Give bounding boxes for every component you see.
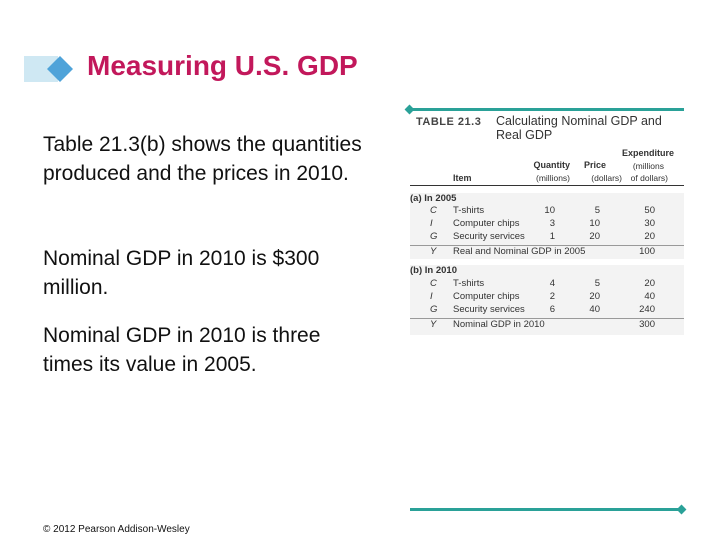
header-price-unit: (dollars): [591, 173, 622, 183]
table-row: C T-shirts 10 5 50: [430, 205, 655, 216]
gdp-table: TABLE 21.3 Calculating Nominal GDP and R…: [410, 112, 684, 502]
table-row: G Security services 6 40 240: [430, 304, 655, 315]
table-row: I Computer chips 3 10 30: [430, 218, 655, 229]
header-quantity: Quantity: [533, 160, 570, 170]
paragraph-nominal-gdp: Nominal GDP in 2010 is $300 million.: [43, 247, 320, 299]
figure-bottom-diamond-icon: [676, 504, 687, 515]
paragraph-table-description: Table 21.3(b) shows the quantities produ…: [43, 133, 362, 185]
table-total-row: Y Real and Nominal GDP in 2005 100: [410, 245, 684, 259]
title-diamond-icon: [24, 56, 73, 82]
table-label: TABLE 21.3: [416, 116, 482, 128]
slide-title: Measuring U.S. GDP: [87, 50, 358, 81]
copyright-footer: © 2012 Pearson Addison-Wesley: [43, 524, 190, 535]
header-item: Item: [453, 173, 472, 183]
header-expenditure: Expenditure: [621, 148, 674, 158]
table-caption: Calculating Nominal GDP and Real GDP: [496, 114, 662, 142]
table-row: I Computer chips 2 20 40: [430, 291, 655, 302]
figure-top-rule: [410, 108, 684, 111]
header-expenditure-unit-1: (millions: [632, 161, 664, 171]
table-row: G Security services 1 20 20: [430, 231, 655, 242]
section-a-label: (a) In 2005: [410, 193, 457, 204]
paragraph-comparison: Nominal GDP in 2010 is three times its v…: [43, 324, 321, 376]
header-quantity-unit: (millions): [536, 173, 570, 183]
header-rule: [410, 185, 684, 186]
figure-bottom-rule: [410, 508, 684, 511]
header-price: Price: [583, 160, 606, 170]
section-b-label: (b) In 2010: [410, 265, 457, 276]
table-row: C T-shirts 4 5 20: [430, 278, 655, 289]
table-total-row: Y Nominal GDP in 2010 300: [410, 318, 684, 332]
header-expenditure-unit-2: of dollars): [630, 173, 668, 183]
